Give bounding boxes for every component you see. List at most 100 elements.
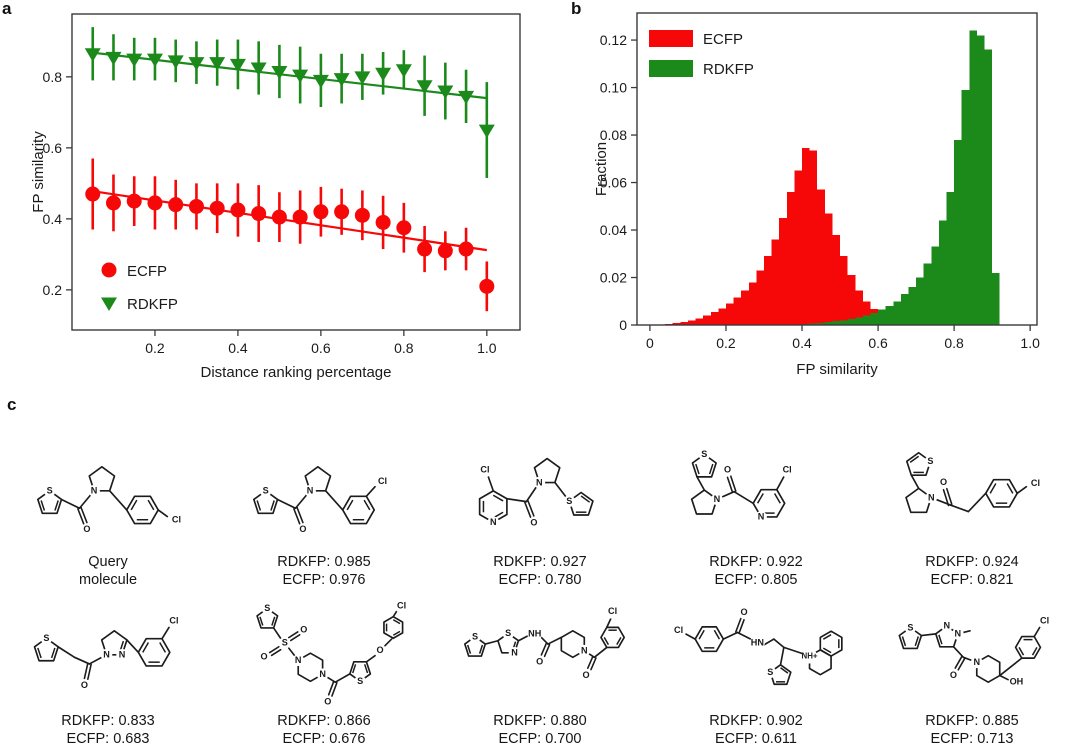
histogram-bar-ecfp (817, 189, 825, 325)
double-bond-inner (694, 463, 700, 475)
atom-label: Cl (782, 465, 791, 475)
molecule-structure: S N O N Cl (690, 448, 795, 523)
bond (505, 497, 527, 503)
atom-label-mask (43, 485, 55, 497)
data-point-rdkfp (271, 66, 288, 80)
double-bond (268, 645, 280, 654)
ecfp-score-label: ECFP: 0.780 (498, 572, 582, 588)
ring-bond (252, 490, 278, 515)
query-molecule-cell: S O N Cl Query molecule (0, 396, 216, 592)
atom-label: Cl (1040, 615, 1049, 625)
ring-bond (599, 626, 625, 649)
double-bond-inner (713, 629, 720, 640)
bond (998, 674, 1009, 681)
data-point-ecfp (292, 209, 308, 225)
bond (383, 638, 392, 647)
histogram-bar-rdkfp (878, 309, 886, 325)
histogram-bar-rdkfp (893, 301, 901, 325)
panel-label-a: a (2, 0, 12, 18)
double-bond-inner (615, 637, 622, 646)
double-bond-inner (36, 647, 42, 659)
x-tick-label: 0.2 (716, 335, 736, 351)
legend-label-ecfp: ECFP (127, 263, 167, 280)
histogram-bar-ecfp (779, 218, 787, 325)
atom-label: N (973, 657, 980, 667)
double-bond (526, 500, 535, 517)
y-tick-label: 0.10 (600, 80, 627, 96)
atom-label-mask (100, 648, 112, 661)
bond (779, 646, 785, 666)
bond (967, 492, 987, 513)
atom-label: OH (1009, 677, 1023, 687)
atom-label-mask (1008, 674, 1024, 690)
atom-label-mask (749, 635, 765, 651)
x-tick-label: 0.8 (394, 340, 414, 356)
double-bond-inner (53, 500, 59, 511)
data-point-rdkfp (209, 57, 226, 71)
atom-label-mask (579, 669, 592, 681)
series-rdkfp (84, 27, 495, 179)
plot-border (71, 13, 521, 331)
bond (333, 673, 351, 683)
molecule-cell: S O N N Cl RDKFP: 0.833 ECFP: 0.683 (0, 592, 216, 751)
double-bond-inner (1017, 646, 1024, 656)
y-tick-label: 0.12 (600, 32, 627, 48)
bond (722, 631, 738, 640)
atom-label-mask (168, 511, 184, 527)
data-point-ecfp (458, 241, 474, 257)
double-bond-inner (351, 664, 356, 674)
atom-label-mask (970, 656, 983, 669)
histogram-bar-rdkfp (840, 320, 848, 325)
molecule-structure: S NO Cl (904, 451, 1043, 514)
y-tick-label: 0.4 (43, 211, 63, 227)
atom-label-mask (80, 523, 93, 536)
data-point-ecfp (396, 220, 412, 236)
histogram-bar-ecfp (733, 297, 742, 325)
atom-label: Cl (674, 625, 683, 635)
histogram-bar-rdkfp (984, 49, 993, 325)
atom-label: O (83, 524, 90, 534)
double-bond-inner (478, 644, 483, 654)
double-bond-inner (392, 619, 400, 625)
atom-label: S (927, 456, 933, 466)
double-bond (953, 655, 963, 669)
atom-label-mask (533, 476, 545, 489)
atom-label-mask (754, 511, 767, 523)
histogram-rdkfp (802, 30, 1000, 326)
ring-bond (341, 495, 375, 525)
bond (1015, 485, 1027, 495)
data-point-ecfp (417, 241, 433, 257)
bond (998, 657, 1023, 677)
histogram-bar-rdkfp (969, 30, 977, 326)
atom-label-mask (951, 628, 964, 640)
molecule-structure: S O N Cl (36, 466, 184, 536)
histogram-bar-rdkfp (908, 287, 917, 325)
data-point-rdkfp (478, 124, 495, 139)
bond (684, 633, 696, 640)
atom-label-mask (670, 622, 686, 638)
series-ecfp (85, 158, 495, 312)
rdkfp-score-label: RDKFP: 0.866 (277, 713, 371, 729)
histogram-bar-rdkfp (931, 246, 939, 325)
double-bond-inner (914, 636, 919, 647)
rdkfp-score-label: RDKFP: 0.927 (493, 554, 587, 570)
double-bond (76, 508, 84, 525)
data-point-ecfp (105, 195, 121, 211)
data-point-rdkfp (84, 48, 101, 62)
atom-label-mask (710, 493, 723, 505)
atom-label-mask (321, 695, 334, 708)
histogram-bar-rdkfp (976, 35, 985, 325)
data-point-ecfp (168, 197, 184, 213)
double-bond-inner (773, 493, 781, 504)
legend-marker-ecfp (101, 262, 117, 278)
histogram-bar-rdkfp (992, 272, 1000, 325)
y-tick-label: 0.06 (600, 175, 627, 191)
atom-label: O (530, 518, 537, 528)
histogram-bar-rdkfp (923, 263, 932, 325)
histogram-bar-ecfp (718, 308, 726, 325)
query-molecule-caption: Query (88, 554, 128, 570)
double-bond-inner (697, 629, 705, 640)
histogram-bar-ecfp (756, 270, 764, 325)
